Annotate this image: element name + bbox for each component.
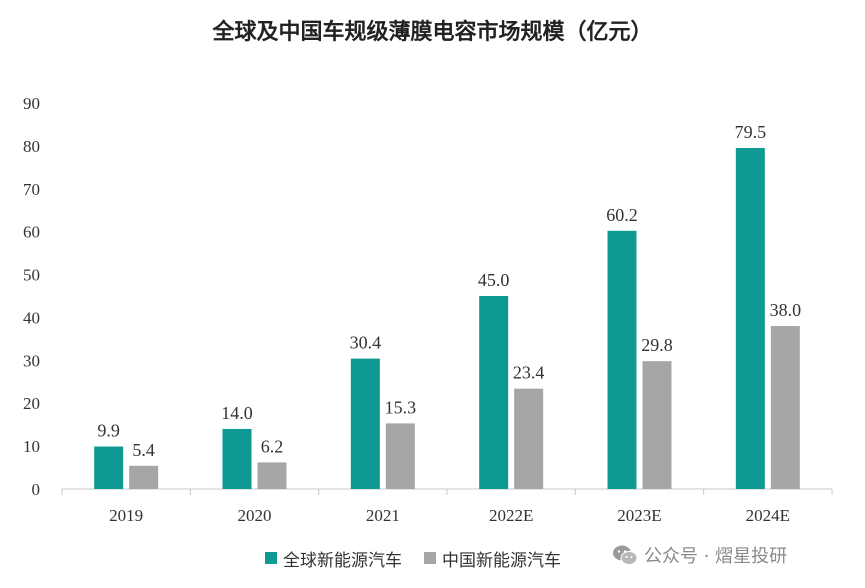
- bar: [222, 428, 252, 489]
- x-tick-label: 2021: [366, 506, 400, 525]
- y-tick-label: 50: [23, 266, 40, 285]
- x-tick-label: 2020: [238, 506, 272, 525]
- data-label: 60.2: [606, 205, 638, 225]
- y-tick-label: 30: [23, 351, 40, 370]
- bar: [514, 388, 544, 489]
- y-tick-label: 40: [23, 308, 40, 327]
- legend-item-china: 中国新能源汽车: [424, 546, 561, 571]
- data-label: 79.5: [735, 122, 767, 142]
- data-label: 30.4: [350, 333, 382, 353]
- chart-title: 全球及中国车规级薄膜电容市场规模（亿元）: [212, 20, 653, 45]
- y-tick-label: 90: [23, 94, 40, 113]
- x-tick-label: 2023E: [617, 506, 661, 525]
- bar: [770, 326, 800, 489]
- legend-swatch-global: [265, 552, 277, 564]
- bar: [385, 423, 415, 489]
- data-label: 29.8: [641, 335, 673, 355]
- data-label: 45.0: [478, 270, 510, 290]
- y-tick-label: 10: [23, 437, 40, 456]
- y-tick-label: 20: [23, 394, 40, 413]
- y-tick-label: 80: [23, 137, 40, 156]
- data-label: 15.3: [385, 397, 417, 417]
- bar: [257, 462, 287, 489]
- x-tick-label: 2019: [109, 506, 143, 525]
- bar: [94, 446, 124, 489]
- x-tick-label: 2022E: [489, 506, 533, 525]
- legend: 全球新能源汽车 中国新能源汽车: [265, 546, 583, 571]
- y-tick-label: 70: [23, 180, 40, 199]
- data-label: 9.9: [97, 421, 120, 441]
- y-tick-label: 60: [23, 223, 40, 242]
- bar: [642, 361, 672, 489]
- y-tick-label: 0: [32, 480, 41, 499]
- legend-label-china: 中国新能源汽车: [442, 550, 561, 571]
- data-label: 5.4: [132, 440, 155, 460]
- watermark: 公众号 · 熠星投研: [612, 540, 787, 570]
- data-label: 6.2: [261, 436, 284, 456]
- data-label: 14.0: [221, 403, 253, 423]
- bar: [129, 465, 159, 489]
- legend-item-global: 全球新能源汽车: [265, 546, 402, 571]
- bar: [607, 230, 637, 489]
- bar: [479, 296, 509, 489]
- data-label: 23.4: [513, 363, 545, 383]
- watermark-text: 公众号 · 熠星投研: [644, 546, 788, 567]
- legend-label-global: 全球新能源汽车: [283, 550, 402, 571]
- wechat-icon: [613, 545, 638, 565]
- x-tick-label: 2024E: [746, 506, 790, 525]
- data-label: 38.0: [770, 300, 802, 320]
- bar: [735, 148, 765, 490]
- bar: [350, 358, 380, 489]
- legend-swatch-china: [424, 552, 436, 564]
